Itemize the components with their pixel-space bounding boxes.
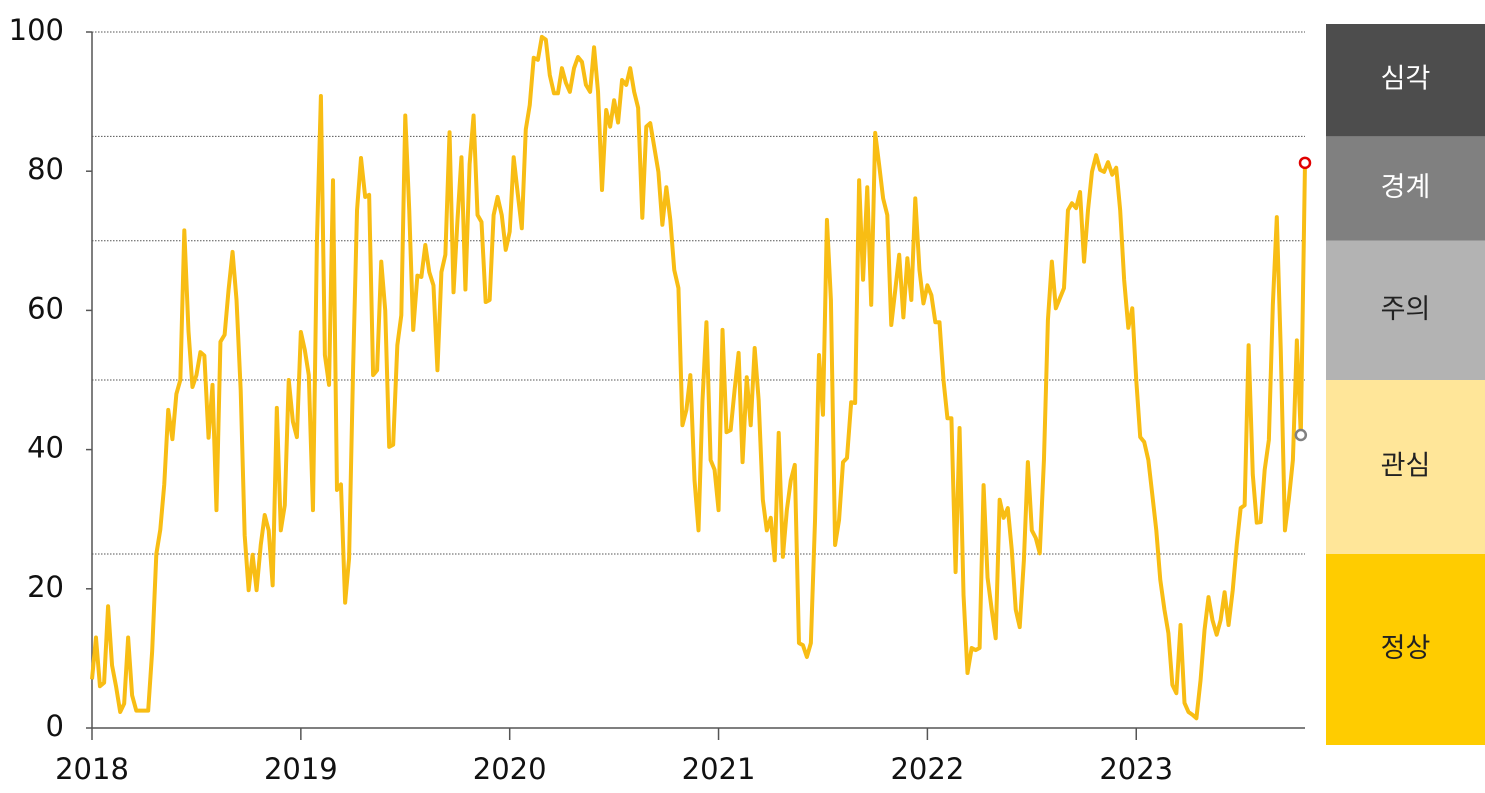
x-tick-label: 2022 xyxy=(890,752,964,786)
band-label: 경계 xyxy=(1381,172,1431,203)
band-box xyxy=(1326,240,1485,380)
x-tick-label: 2021 xyxy=(682,752,756,786)
y-tick-label: 60 xyxy=(27,291,64,325)
band-label: 관심 xyxy=(1381,451,1431,482)
band-box xyxy=(1326,380,1485,554)
band-label: 주의 xyxy=(1381,294,1431,325)
y-tick-label: 40 xyxy=(27,431,64,465)
highlight-point xyxy=(1298,156,1312,170)
x-tick-label: 2023 xyxy=(1099,752,1173,786)
y-tick-label: 0 xyxy=(46,709,64,743)
band-box xyxy=(1326,24,1485,137)
y-tick-label: 80 xyxy=(27,152,64,186)
line-series xyxy=(90,34,1307,721)
y-tick-label: 20 xyxy=(27,570,64,604)
band-label: 정상 xyxy=(1381,633,1431,664)
y-tick-label: 100 xyxy=(9,13,64,47)
band-box xyxy=(1326,554,1485,745)
highlight-point xyxy=(1294,428,1308,442)
band-label: 심각 xyxy=(1381,64,1431,95)
x-tick-label: 2018 xyxy=(55,752,129,786)
x-tick-label: 2019 xyxy=(264,752,338,786)
x-tick-label: 2020 xyxy=(473,752,547,786)
band-box xyxy=(1326,136,1485,241)
